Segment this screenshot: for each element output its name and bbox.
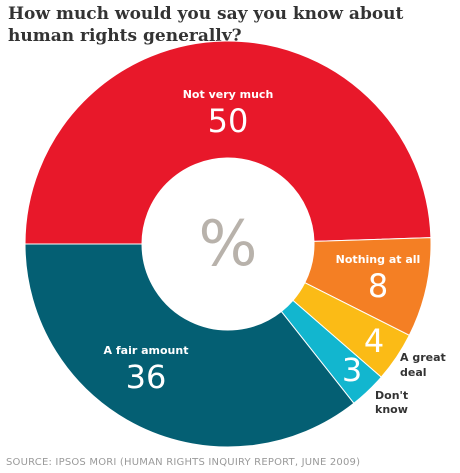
slice-value-don-t-know: 3 [342,351,362,389]
slice-value-a-great-deal: 4 [364,322,384,360]
slice-not-very-much [24,40,432,245]
chart-title: How much would you say you know about hu… [8,4,404,46]
source-note: SOURCE: IPSOS MORI (HUMAN RIGHTS INQUIRY… [6,457,361,468]
slice-label-nothing-at-all: Nothing at all [336,253,421,266]
slice-value-a-fair-amount: 36 [126,358,167,396]
slice-label-a-great-deal: A great deal [400,351,446,379]
slice-value-nothing-at-all: 8 [368,267,388,305]
slice-label-not-very-much: Not very much [183,88,274,101]
slices-group [24,40,432,448]
center-percent-symbol: % [199,207,258,280]
slice-value-not-very-much: 50 [208,102,249,140]
slice-label-a-fair-amount: A fair amount [104,344,189,357]
slice-label-don-t-know: Don't know [375,389,408,416]
slice-a-fair-amount [24,243,355,448]
